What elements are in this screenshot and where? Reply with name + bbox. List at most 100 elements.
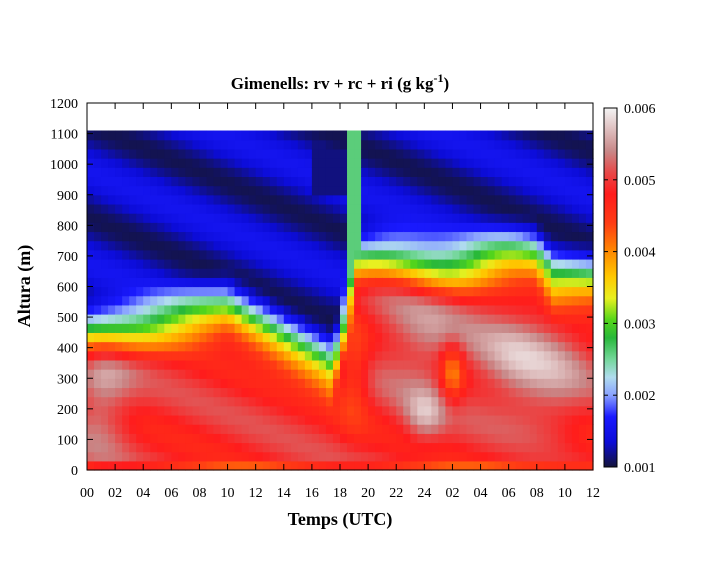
heatmap-cell [304, 268, 313, 278]
heatmap-cell [276, 139, 285, 150]
heatmap-cell [361, 433, 369, 444]
heatmap-cell [178, 323, 186, 333]
heatmap-cell [213, 424, 222, 434]
heatmap-cell [410, 405, 418, 416]
heatmap-cell [199, 194, 208, 205]
heatmap-cell [220, 231, 229, 242]
heatmap-cell [340, 332, 348, 343]
heatmap-cell [199, 424, 208, 434]
heatmap-cell [192, 249, 201, 260]
heatmap-cell [452, 203, 461, 214]
heatmap-cell [410, 396, 418, 407]
heatmap-cell [150, 139, 158, 150]
heatmap-cell [487, 194, 496, 205]
heatmap-cell [564, 130, 573, 141]
heatmap-cell [403, 405, 411, 416]
x-axis-title: Temps (UTC) [288, 509, 393, 530]
heatmap-cell [199, 387, 208, 398]
heatmap-cell [115, 350, 123, 361]
heatmap-cell [585, 378, 594, 389]
heatmap-cell [122, 139, 130, 150]
heatmap-cell [262, 258, 271, 269]
heatmap-cell [480, 369, 489, 379]
heatmap-cell [578, 139, 587, 150]
heatmap-cell [143, 332, 151, 343]
heatmap-cell [438, 277, 447, 288]
heatmap-cell [297, 414, 306, 425]
heatmap-cell [290, 314, 299, 324]
heatmap-cell [515, 323, 524, 333]
heatmap-cell [417, 304, 425, 315]
heatmap-cell [347, 213, 355, 223]
heatmap-cell [157, 203, 165, 214]
heatmap-cell [101, 323, 109, 333]
heatmap-cell [241, 240, 250, 251]
heatmap-cell [445, 249, 454, 260]
heatmap-cell [389, 460, 397, 471]
heatmap-cell [543, 323, 552, 333]
heatmap-cell [234, 460, 243, 471]
heatmap-cell [213, 369, 222, 379]
heatmap-cell [557, 194, 566, 205]
heatmap-cell [108, 387, 116, 398]
heatmap-cell [445, 130, 454, 141]
heatmap-cell [522, 304, 531, 315]
heatmap-cell [417, 460, 425, 471]
heatmap-cell [536, 451, 545, 462]
heatmap-cell [508, 424, 517, 434]
chart-title-close: ) [444, 74, 450, 93]
heatmap-cell [410, 258, 418, 269]
heatmap-cell [515, 194, 524, 205]
heatmap-cell [459, 213, 468, 223]
heatmap-cell [459, 194, 468, 205]
heatmap-cell [115, 341, 123, 352]
heatmap-cell [585, 433, 594, 444]
heatmap-cell [199, 158, 208, 168]
heatmap-cell [445, 304, 454, 315]
heatmap-cell [213, 222, 222, 233]
heatmap-cell [459, 148, 468, 159]
heatmap-cell [185, 433, 194, 444]
heatmap-cell [115, 295, 123, 306]
heatmap-cell [382, 332, 390, 343]
heatmap-cell [262, 194, 271, 205]
heatmap-cell [122, 249, 130, 260]
heatmap-cell [108, 249, 116, 260]
heatmap-cell [185, 139, 194, 150]
heatmap-cell [94, 158, 102, 168]
heatmap-cell [410, 176, 418, 187]
heatmap-cell [255, 240, 264, 251]
heatmap-cell [171, 405, 179, 416]
heatmap-cell [325, 213, 334, 223]
heatmap-cell [248, 240, 257, 251]
heatmap-cell [438, 442, 447, 453]
heatmap-cell [459, 424, 468, 434]
heatmap-cell [361, 158, 369, 168]
heatmap-cell [396, 185, 404, 196]
heatmap-cell [452, 314, 461, 324]
heatmap-cell [501, 268, 510, 278]
heatmap-cell [473, 341, 482, 352]
heatmap-cell [255, 332, 264, 343]
heatmap-cell [199, 369, 208, 379]
heatmap-cell [515, 396, 524, 407]
heatmap-cell [304, 350, 313, 361]
heatmap-cell [578, 323, 587, 333]
heatmap-cell [494, 424, 503, 434]
heatmap-cell [129, 139, 137, 150]
heatmap-cell [164, 158, 172, 168]
heatmap-cell [94, 414, 102, 425]
heatmap-cell [578, 194, 587, 205]
heatmap-cell [136, 213, 144, 223]
heatmap-cell [543, 222, 552, 233]
heatmap-cell [347, 323, 355, 333]
heatmap-cell [522, 378, 531, 389]
heatmap-cell [389, 405, 397, 416]
heatmap-cell [501, 222, 510, 233]
heatmap-cell [564, 304, 573, 315]
heatmap-cell [494, 460, 503, 471]
heatmap-cell [283, 213, 292, 223]
heatmap-cell [459, 231, 468, 242]
heatmap-cell [550, 314, 559, 324]
heatmap-cell [283, 396, 292, 407]
